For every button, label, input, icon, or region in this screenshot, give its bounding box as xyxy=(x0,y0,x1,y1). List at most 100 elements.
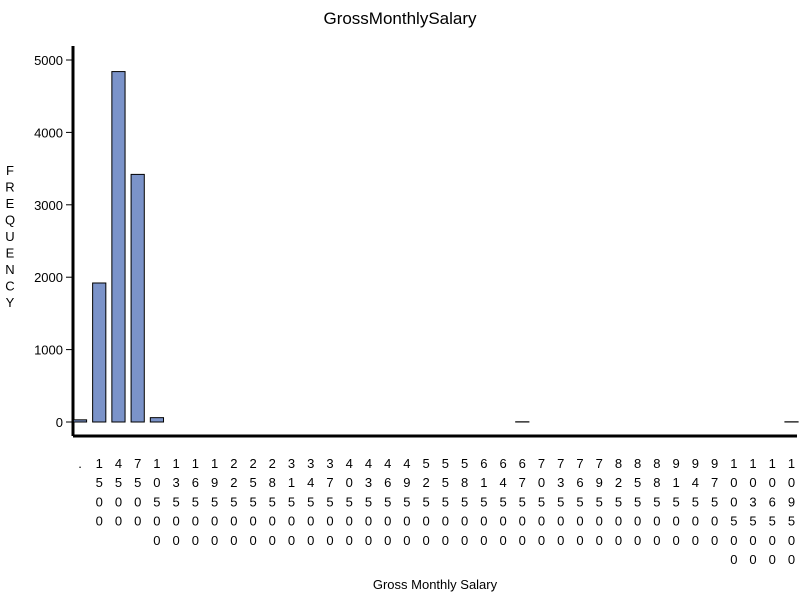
x-tick-label-char: 5 xyxy=(423,494,430,509)
x-tick-label-char: 5 xyxy=(307,494,314,509)
x-tick-label-char: 0 xyxy=(326,514,333,529)
x-tick-label-char: 0 xyxy=(384,533,391,548)
x-tick-label-char: 4 xyxy=(499,475,506,490)
x-tick-label: 1 6 5 0 0 xyxy=(192,456,199,548)
x-tick-label-char: 5 xyxy=(269,494,276,509)
y-tick-label: 0 xyxy=(56,415,63,430)
x-tick-label-char: 0 xyxy=(249,514,256,529)
x-tick-label-char: 0 xyxy=(576,514,583,529)
x-tick-label-char: 0 xyxy=(538,514,545,529)
x-tick-label-char: 4 xyxy=(307,475,314,490)
bar xyxy=(130,173,145,423)
x-tick-label-char: 5 xyxy=(115,475,122,490)
x-tick-label-char: 0 xyxy=(499,514,506,529)
x-tick-label-char: 5 xyxy=(538,494,545,509)
x-tick-label: 8 5 5 0 0 xyxy=(634,456,641,548)
x-tick-label-char: 0 xyxy=(269,533,276,548)
x-tick-label-char: 1 xyxy=(730,456,737,471)
x-tick-label-char: 5 xyxy=(788,514,795,529)
x-tick-label-char: 9 xyxy=(403,475,410,490)
x-tick-label-char: 0 xyxy=(326,533,333,548)
x-tick-label-char: 9 xyxy=(711,456,718,471)
y-axis-label-char: U xyxy=(5,229,14,244)
x-tick-label-char: 1 xyxy=(192,456,199,471)
x-tick-label-char: 8 xyxy=(634,456,641,471)
x-tick-label-char: 5 xyxy=(711,494,718,509)
x-tick-label: . xyxy=(78,456,82,471)
x-tick-label: 4 9 5 0 0 xyxy=(403,456,410,548)
x-tick-label-char: 0 xyxy=(96,514,103,529)
y-tick-label: 4000 xyxy=(34,125,63,140)
x-tick-label: 3 7 5 0 0 xyxy=(326,456,333,548)
x-tick-label-char: 1 xyxy=(211,456,218,471)
x-tick-label-char: 5 xyxy=(749,514,756,529)
x-tick-label-char: 0 xyxy=(634,514,641,529)
x-tick-label-char: 0 xyxy=(538,475,545,490)
x-tick-label-char: 6 xyxy=(192,475,199,490)
x-tick-label: 4 3 5 0 0 xyxy=(365,456,372,548)
x-tick-label-char: 0 xyxy=(692,533,699,548)
x-tick-label-char: 1 xyxy=(769,456,776,471)
x-tick-label-char: 7 xyxy=(711,475,718,490)
y-axis-label-char: Q xyxy=(5,213,15,228)
x-tick-label: 7 0 5 0 0 xyxy=(538,456,545,548)
x-tick-label: 2 8 5 0 0 xyxy=(269,456,276,548)
x-tick-label-char: 0 xyxy=(192,514,199,529)
x-tick-label-char: 1 xyxy=(96,456,103,471)
x-tick-label: 3 1 5 0 0 xyxy=(288,456,295,548)
x-tick-label-char: 5 xyxy=(423,456,430,471)
x-tick-label-char: 5 xyxy=(673,494,680,509)
x-tick-label-char: 5 xyxy=(153,494,160,509)
x-tick-label-char: 4 xyxy=(384,456,391,471)
x-tick-label: 5 5 5 0 0 xyxy=(442,456,449,548)
x-tick-label-char: 0 xyxy=(115,494,122,509)
x-tick-label-char: 7 xyxy=(326,475,333,490)
x-tick-label-char: 0 xyxy=(519,514,526,529)
x-tick-label: 7 6 5 0 0 xyxy=(576,456,583,548)
x-tick-label-char: 0 xyxy=(730,475,737,490)
x-tick-label-char: 9 xyxy=(788,494,795,509)
x-tick-label-char: 0 xyxy=(711,533,718,548)
y-axis-label-char: Y xyxy=(6,295,15,310)
x-tick-label: 9 1 5 0 0 xyxy=(673,456,680,548)
x-tick-label-char: 0 xyxy=(749,475,756,490)
x-tick-label: 6 1 5 0 0 xyxy=(480,456,487,548)
x-tick-label-char: 5 xyxy=(519,494,526,509)
x-tick-label: 1 3 5 0 0 xyxy=(173,456,180,548)
x-tick-label-char: 5 xyxy=(461,456,468,471)
x-tick-label-char: 1 xyxy=(480,475,487,490)
x-tick-label-char: 5 xyxy=(442,475,449,490)
bar xyxy=(92,282,107,423)
x-tick-label-char: 0 xyxy=(288,514,295,529)
x-tick-label-char: 0 xyxy=(711,514,718,529)
bar xyxy=(111,71,126,423)
x-tick-label-char: 0 xyxy=(96,494,103,509)
x-tick-label-char: 0 xyxy=(307,514,314,529)
x-tick-label-char: 0 xyxy=(769,552,776,567)
x-tick-label: 3 4 5 0 0 xyxy=(307,456,314,548)
x-tick-label-char: 7 xyxy=(557,456,564,471)
y-axis-label-char: N xyxy=(5,262,14,277)
x-tick-label-char: 0 xyxy=(153,533,160,548)
x-tick-label: 4 6 5 0 0 xyxy=(384,456,391,548)
x-tick-label-char: 0 xyxy=(173,533,180,548)
x-tick-label-char: 0 xyxy=(230,514,237,529)
x-tick-label: 1 0 9 5 0 0 xyxy=(788,456,795,567)
chart-title: GrossMonthlySalary xyxy=(323,9,477,28)
x-tick-label-char: 0 xyxy=(365,533,372,548)
x-tick-label-char: 5 xyxy=(230,494,237,509)
x-tick-label-char: 1 xyxy=(153,456,160,471)
x-tick-label-char: 7 xyxy=(576,456,583,471)
y-tick-label: 2000 xyxy=(34,270,63,285)
x-tick-label-char: 8 xyxy=(269,475,276,490)
x-tick-label-char: 0 xyxy=(346,533,353,548)
x-tick-label-char: 2 xyxy=(615,475,622,490)
x-tick-label-char: 5 xyxy=(653,494,660,509)
x-tick-label: 4 0 5 0 0 xyxy=(346,456,353,548)
x-tick-label-char: 4 xyxy=(403,456,410,471)
y-axis-label-char: E xyxy=(6,246,15,261)
x-tick-label-char: 3 xyxy=(749,494,756,509)
x-tick-label-char: 0 xyxy=(461,533,468,548)
x-tick-label-char: 5 xyxy=(499,494,506,509)
